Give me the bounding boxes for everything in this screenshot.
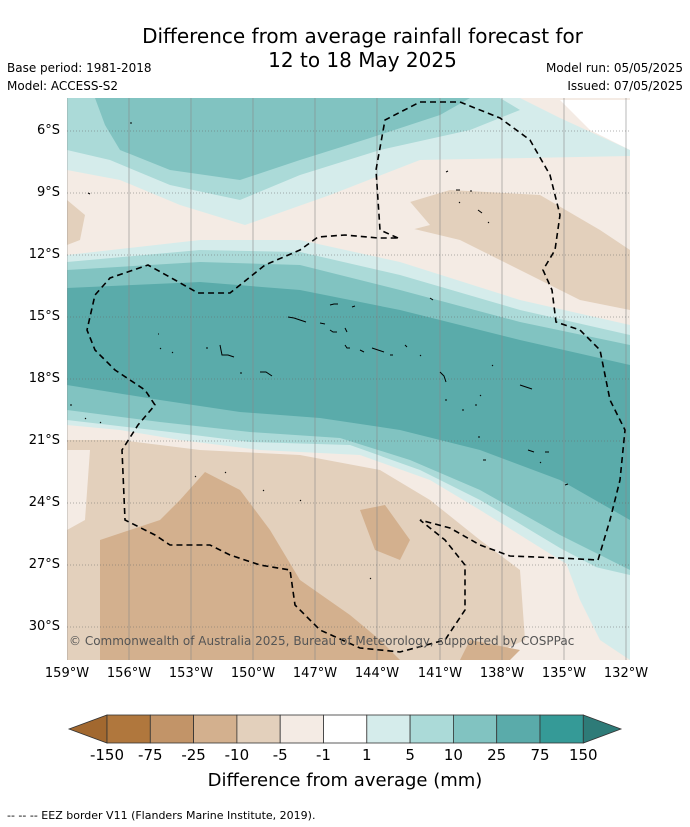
lat-tick-label: 24°S [28, 495, 60, 510]
northeast-dry-patch [400, 190, 630, 310]
colorbar-title: Difference from average (mm) [207, 770, 483, 791]
colorbar-left-arrow [67, 714, 108, 744]
issued-label: Issued: 07/05/2025 [567, 79, 683, 93]
lon-tick-label: 144°W [354, 666, 400, 681]
lon-tick-label: 138°W [479, 666, 525, 681]
lon-tick-label: 159°W [44, 666, 90, 681]
lat-tick-label: 12°S [28, 247, 60, 262]
colorbar-label: 75 [530, 746, 550, 764]
islands [70, 122, 569, 580]
colorbar-right-arrow [582, 714, 623, 744]
colorbar-label: -75 [138, 746, 163, 764]
eez-borders [86, 101, 626, 653]
base-period-label: Base period: 1981-2018 [7, 61, 152, 75]
map-title-line1: Difference from average rainfall forecas… [142, 24, 583, 48]
colorbar-label: 1 [362, 746, 372, 764]
colorbar-label: -150 [89, 746, 125, 764]
colorbar-label: 25 [487, 746, 507, 764]
colorbar-label: -5 [272, 746, 288, 764]
lon-tick-label: 150°W [230, 666, 276, 681]
lon-tick-label: 153°W [168, 666, 214, 681]
lat-tick-label: 30°S [28, 619, 60, 634]
eez-border-note: -- -- -- EEZ border V11 (Flanders Marine… [7, 809, 316, 822]
colorbar-label: 5 [405, 746, 415, 764]
colorbar-label: -1 [316, 746, 331, 764]
colorbar [67, 714, 623, 744]
lon-tick-label: 147°W [292, 666, 338, 681]
lon-tick-label: 132°W [603, 666, 649, 681]
map-area [67, 98, 630, 660]
lon-tick-label: 135°W [541, 666, 587, 681]
model-run-label: Model run: 05/05/2025 [545, 61, 683, 75]
colorbar-label: -25 [181, 746, 206, 764]
lon-tick-label: 156°W [106, 666, 152, 681]
lat-tick-label: 9°S [36, 185, 60, 200]
lat-tick-label: 18°S [28, 371, 60, 386]
colorbar-label: 150 [568, 746, 598, 764]
model-label: Model: ACCESS-S2 [7, 79, 119, 93]
lat-gridlines [67, 130, 630, 628]
colorbar-label: 10 [443, 746, 463, 764]
lat-tick-label: 21°S [28, 433, 60, 448]
lat-tick-label: 15°S [28, 309, 60, 324]
copyright-notice: © Commonwealth of Australia 2025, Bureau… [69, 634, 575, 648]
lon-tick-label: 141°W [417, 666, 463, 681]
lat-tick-label: 27°S [28, 557, 60, 572]
lat-tick-label: 6°S [36, 123, 60, 138]
colorbar-label: -10 [224, 746, 250, 764]
map-title-line2: 12 to 18 May 2025 [268, 48, 457, 72]
